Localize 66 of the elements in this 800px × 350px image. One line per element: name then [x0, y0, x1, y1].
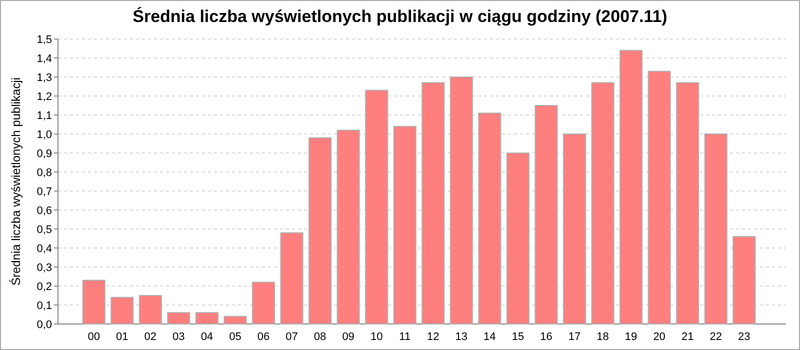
bar	[82, 280, 106, 324]
x-tick-label: 03	[172, 331, 185, 343]
y-tick-label: 0,9	[36, 148, 52, 160]
x-tick-label: 00	[88, 331, 100, 343]
x-tick-label: 05	[229, 331, 242, 343]
bar	[422, 82, 445, 324]
bar	[704, 134, 728, 324]
bar	[110, 296, 134, 324]
x-tick-label: 08	[314, 331, 326, 343]
bar	[336, 130, 360, 324]
bar	[732, 236, 756, 324]
x-tick-label: 12	[427, 331, 440, 343]
y-tick-label: 0,0	[36, 318, 52, 331]
bar	[676, 82, 700, 324]
x-tick-label: 10	[370, 331, 383, 343]
bar	[224, 316, 247, 324]
x-tick-label: 14	[484, 331, 496, 343]
bar	[308, 137, 332, 324]
y-tick-label: 0,6	[36, 204, 52, 217]
x-tick-label: 13	[455, 331, 468, 343]
x-tick-label: 20	[653, 331, 666, 343]
x-tick-label: 21	[681, 331, 694, 343]
x-tick-label: 06	[257, 331, 270, 343]
y-tick-label: 0,5	[36, 224, 52, 236]
bar	[591, 82, 614, 324]
bar	[562, 134, 586, 324]
y-tick-label: 0,3	[36, 262, 52, 274]
bar	[534, 105, 558, 324]
bar	[620, 50, 643, 324]
bar	[648, 70, 671, 324]
y-tick-label: 1,5	[36, 34, 52, 46]
y-tick-label: 0,4	[36, 242, 52, 255]
bar	[478, 112, 502, 324]
y-tick-label: 0,2	[36, 280, 52, 293]
y-tick-label: 1,3	[36, 72, 52, 84]
bar	[138, 295, 162, 324]
bar	[365, 90, 388, 324]
bar	[393, 126, 416, 324]
x-tick-label: 07	[286, 331, 298, 343]
x-tick-label: 01	[116, 331, 128, 343]
y-tick-label: 1,2	[36, 90, 52, 103]
x-tick-label: 18	[596, 331, 609, 343]
y-tick-label: 1,0	[36, 128, 52, 141]
x-tick-label: 15	[512, 331, 524, 343]
x-tick-label: 16	[540, 331, 552, 343]
x-tick-label: 23	[738, 331, 750, 343]
x-tick-label: 04	[200, 331, 214, 343]
y-tick-label: 0,8	[36, 166, 52, 179]
y-tick-label: 1,1	[36, 110, 52, 122]
chart-title: Średnia liczba wyświetlonych publikacji w ciągu godziny (2007.11)	[132, 6, 668, 26]
bar	[280, 232, 304, 324]
y-axis-title: Średnia liczba wyświetlonych publikacji	[9, 77, 23, 286]
y-tick-label: 0,7	[36, 186, 52, 198]
bar	[506, 152, 530, 324]
x-tick-label: 09	[342, 331, 354, 343]
y-tick-label: 1,4	[36, 52, 52, 65]
x-tick-label: 19	[624, 331, 638, 343]
x-tick-label: 22	[710, 331, 722, 343]
x-tick-label: 11	[399, 331, 411, 343]
bar	[252, 282, 276, 324]
y-tick-label: 0,1	[36, 300, 52, 312]
bar	[450, 76, 473, 324]
bar	[167, 312, 190, 324]
x-tick-label: 17	[568, 331, 581, 343]
bar	[195, 312, 218, 324]
x-tick-label: 02	[144, 331, 157, 343]
